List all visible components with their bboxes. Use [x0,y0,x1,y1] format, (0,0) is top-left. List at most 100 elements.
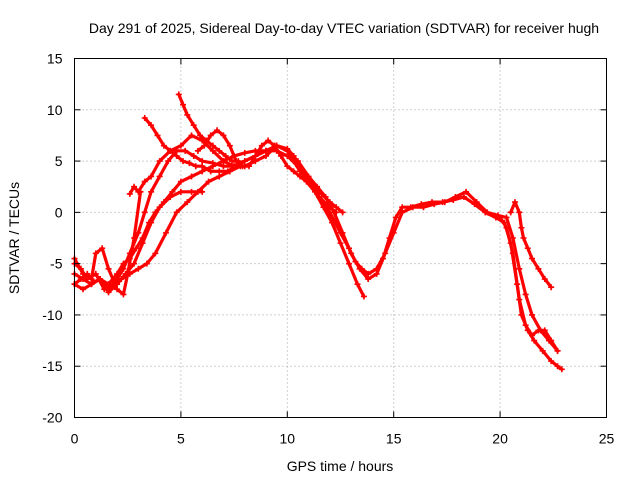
data-point [328,219,335,226]
data-point [548,358,555,365]
data-point [297,163,304,170]
data-point [199,168,206,175]
data-point [265,137,272,144]
data-point [182,147,189,154]
data-point [118,276,125,283]
data-point [207,168,214,175]
data-point [167,193,174,200]
data-point [392,214,399,221]
data-point [352,258,359,265]
chart-title: Day 291 of 2025, Sidereal Day-to-day VTE… [89,20,599,36]
data-point [441,199,448,206]
data-point [252,152,259,159]
data-point [484,209,491,216]
data-point [263,152,270,159]
data-point [190,152,197,159]
data-point [522,322,529,329]
data-point [131,183,138,190]
data-point [460,193,467,200]
data-point [541,327,548,334]
data-point [529,255,536,262]
data-point [180,101,187,108]
y-tick-label: -20 [42,410,62,426]
data-point [224,168,231,175]
data-point [220,158,227,165]
data-point [199,158,206,165]
data-point [165,158,172,165]
data-point [173,209,180,216]
data-point [518,224,525,231]
y-tick-labels: -20 -15 -10 -5 0 5 10 15 [42,51,62,426]
data-point [354,281,361,288]
data-point [156,173,163,180]
data-point [209,147,216,154]
data-point [522,291,529,298]
data-point [473,199,480,206]
data-point [80,270,87,277]
data-point [554,363,561,370]
data-point [271,142,278,149]
data-point [258,142,265,149]
gridlines [74,58,607,418]
data-point [135,265,142,272]
data-point [156,204,163,211]
data-point [114,286,121,293]
data-point [420,204,427,211]
data-point [184,199,191,206]
data-point [194,147,201,154]
data-point [284,145,291,152]
data-point [188,188,195,195]
data-point [180,158,187,165]
data-point [216,168,223,175]
data-point [201,142,208,149]
data-point [80,286,87,293]
data-point [194,188,201,195]
data-point [141,114,148,121]
data-point [554,347,561,354]
data-point [535,265,542,272]
data-point [509,235,516,241]
data-point [399,209,406,216]
data-point [214,127,221,134]
data-point [520,235,527,241]
data-point [154,132,161,139]
data-point [290,152,297,159]
data-point [503,224,510,231]
data-point [311,188,318,195]
data-point [101,286,108,293]
data-point [303,178,310,185]
y-tick-label: 0 [55,204,63,220]
data-point [497,214,504,221]
data-point [320,204,327,211]
y-tick-label: 5 [55,153,63,169]
data-point [197,132,204,139]
y-axis-label: SDTVAR / TECUs [6,182,22,294]
data-point [263,147,270,154]
data-point [358,265,365,272]
data-point [516,265,523,272]
data-point [297,173,304,180]
data-point [186,160,193,167]
data-point [184,111,191,118]
series-track-10 [509,200,553,289]
data-point [284,152,291,159]
data-point [524,245,531,252]
data-point [233,158,240,165]
data-point [548,284,555,291]
data-point [290,168,297,175]
data-point [188,173,195,180]
data-point [516,209,523,216]
x-tick-label: 5 [177,431,185,447]
data-point [558,366,565,373]
data-point [88,276,95,283]
data-point [160,142,167,149]
plot-frame [74,58,607,418]
data-point [139,240,146,247]
data-point [131,235,138,241]
data-point [199,163,206,170]
data-point [284,163,291,170]
data-point [365,270,372,277]
data-point [535,327,542,334]
data-point [143,260,150,267]
data-point [452,193,459,200]
